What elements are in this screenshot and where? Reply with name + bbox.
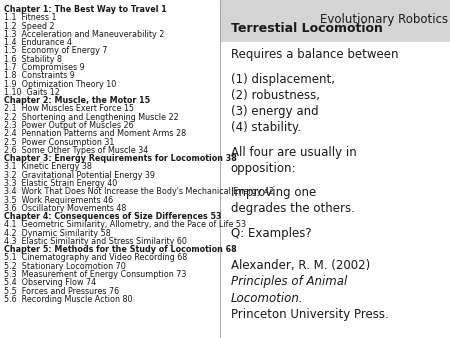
Text: 2.2  Shortening and Lengthening Muscle 22: 2.2 Shortening and Lengthening Muscle 22 — [4, 113, 179, 122]
Text: 4.1  Geometric Similarity, Allometry, and the Pace of Life 53: 4.1 Geometric Similarity, Allometry, and… — [4, 220, 247, 230]
Text: Alexander, R. M. (2002): Alexander, R. M. (2002) — [231, 259, 370, 272]
Text: 1.7  Compromises 9: 1.7 Compromises 9 — [4, 63, 85, 72]
Text: 5.5  Forces and Pressures 76: 5.5 Forces and Pressures 76 — [4, 287, 120, 296]
Text: Improving one: Improving one — [231, 186, 316, 199]
Text: Principles of Animal: Principles of Animal — [231, 275, 347, 288]
Text: 2.6  Some Other Types of Muscle 34: 2.6 Some Other Types of Muscle 34 — [4, 146, 149, 155]
Text: Chapter 4: Consequences of Size Differences 53: Chapter 4: Consequences of Size Differen… — [4, 212, 222, 221]
Text: 1.10  Gaits 12: 1.10 Gaits 12 — [4, 88, 60, 97]
Text: 1.2  Speed 2: 1.2 Speed 2 — [4, 22, 55, 31]
Text: 4.2  Dynamic Similarity 58: 4.2 Dynamic Similarity 58 — [4, 228, 111, 238]
Text: 5.6  Recording Muscle Action 80: 5.6 Recording Muscle Action 80 — [4, 295, 133, 304]
FancyBboxPatch shape — [220, 0, 450, 42]
Text: All four are usually in: All four are usually in — [231, 146, 356, 159]
Text: 1.9  Optimization Theory 10: 1.9 Optimization Theory 10 — [4, 79, 117, 89]
Text: (1) displacement,: (1) displacement, — [231, 73, 335, 86]
Text: (3) energy and: (3) energy and — [231, 105, 319, 118]
Text: 5.4  Observing Flow 74: 5.4 Observing Flow 74 — [4, 278, 97, 287]
Text: Princeton University Press.: Princeton University Press. — [231, 308, 389, 321]
Text: 1.8  Constraints 9: 1.8 Constraints 9 — [4, 71, 76, 80]
Text: Chapter 3: Energy Requirements for Locomotion 38: Chapter 3: Energy Requirements for Locom… — [4, 154, 238, 163]
Text: Evolutionary Robotics: Evolutionary Robotics — [320, 13, 448, 26]
Text: 2.5  Power Consumption 31: 2.5 Power Consumption 31 — [4, 138, 115, 147]
Text: 2.1  How Muscles Exert Force 15: 2.1 How Muscles Exert Force 15 — [4, 104, 135, 114]
Text: Locomotion.: Locomotion. — [231, 292, 303, 305]
Text: 3.1  Kinetic Energy 38: 3.1 Kinetic Energy 38 — [4, 162, 92, 171]
Text: 3.3  Elastic Strain Energy 40: 3.3 Elastic Strain Energy 40 — [4, 179, 118, 188]
Text: 1.5  Economy of Energy 7: 1.5 Economy of Energy 7 — [4, 46, 108, 55]
Text: Requires a balance between: Requires a balance between — [231, 48, 398, 61]
Text: 1.6  Stability 8: 1.6 Stability 8 — [4, 55, 63, 64]
Text: 3.4  Work That Does Not Increase the Body's Mechanical Energy 42: 3.4 Work That Does Not Increase the Body… — [4, 187, 274, 196]
Text: degrades the others.: degrades the others. — [231, 202, 355, 215]
Text: 2.3  Power Output of Muscles 26: 2.3 Power Output of Muscles 26 — [4, 121, 134, 130]
Text: Chapter 5: Methods for the Study of Locomotion 68: Chapter 5: Methods for the Study of Loco… — [4, 245, 237, 254]
Text: 5.3  Measurement of Energy Consumption 73: 5.3 Measurement of Energy Consumption 73 — [4, 270, 187, 279]
Text: 1.4  Endurance 4: 1.4 Endurance 4 — [4, 38, 72, 47]
Text: 5.1  Cinematography and Video Recording 68: 5.1 Cinematography and Video Recording 6… — [4, 254, 188, 263]
Text: Terrestial Locomotion: Terrestial Locomotion — [231, 22, 382, 35]
Text: (2) robustness,: (2) robustness, — [231, 89, 320, 102]
Text: 5.2  Stationary Locomotion 70: 5.2 Stationary Locomotion 70 — [4, 262, 126, 271]
Text: 3.6  Oscillatory Movements 48: 3.6 Oscillatory Movements 48 — [4, 204, 127, 213]
Text: (4) stability.: (4) stability. — [231, 121, 301, 134]
Text: Q: Examples?: Q: Examples? — [231, 227, 311, 240]
Text: 1.3  Acceleration and Maneuverability 2: 1.3 Acceleration and Maneuverability 2 — [4, 30, 165, 39]
Text: Chapter 1: The Best Way to Travel 1: Chapter 1: The Best Way to Travel 1 — [4, 5, 167, 14]
Text: opposition:: opposition: — [231, 162, 297, 175]
Text: 4.3  Elastic Similarity and Stress Similarity 60: 4.3 Elastic Similarity and Stress Simila… — [4, 237, 187, 246]
Text: 2.4  Pennation Patterns and Moment Arms 28: 2.4 Pennation Patterns and Moment Arms 2… — [4, 129, 187, 138]
Text: Chapter 2: Muscle, the Motor 15: Chapter 2: Muscle, the Motor 15 — [4, 96, 151, 105]
Text: 1.1  Fitness 1: 1.1 Fitness 1 — [4, 13, 57, 22]
Text: 3.2  Gravitational Potential Energy 39: 3.2 Gravitational Potential Energy 39 — [4, 171, 156, 180]
Text: 3.5  Work Requirements 46: 3.5 Work Requirements 46 — [4, 195, 113, 204]
